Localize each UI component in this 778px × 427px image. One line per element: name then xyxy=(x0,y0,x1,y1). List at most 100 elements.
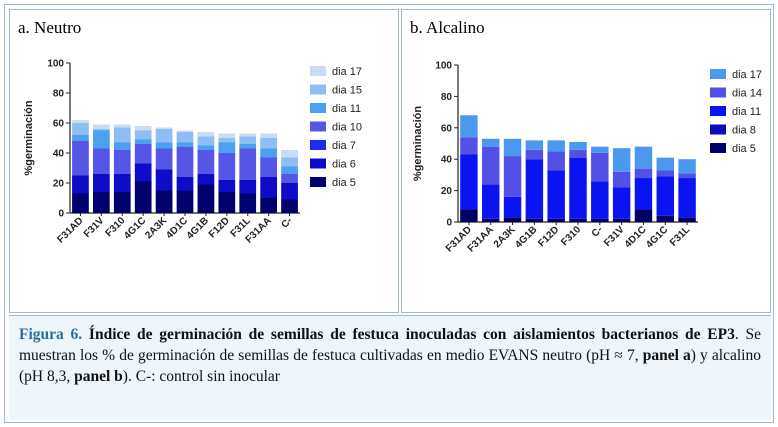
chart-b: 020406080100%germinaciónF31ADF31AA2A3K4G… xyxy=(412,61,762,255)
bar-segment-F310-dia-11 xyxy=(113,142,131,150)
bar-segment-4D1C-dia-11 xyxy=(176,142,194,147)
legend-label-dia-10: dia 10 xyxy=(332,122,362,134)
legend-swatch-dia-11 xyxy=(710,106,726,116)
legend-label-dia-14: dia 14 xyxy=(732,88,762,100)
bar-segment-C--dia-17 xyxy=(591,146,609,153)
bar-segment-4D1C-dia-5 xyxy=(634,209,653,222)
bar-segment-2A3K-dia-15 xyxy=(155,129,173,143)
bar-segment-4G1B-dia-11 xyxy=(525,159,544,219)
figure-caption: Figura 6. Índice de germinación de semil… xyxy=(9,315,771,420)
legend-label-dia-6: dia 6 xyxy=(332,159,356,171)
chart-a: 020406080100%germinaciónF31ADF31VF3104G1… xyxy=(23,59,362,246)
bar-segment-4D1C-dia-11 xyxy=(634,178,653,210)
x-tick-label: C- xyxy=(279,215,294,230)
bar-segment-4D1C-dia-14 xyxy=(634,168,653,179)
x-tick-label: 4D1C xyxy=(164,215,190,241)
y-tick-label: 40 xyxy=(441,155,453,166)
bar-segment-F12D-dia-17 xyxy=(218,133,236,138)
bar-segment-F31V-dia-6 xyxy=(93,174,110,192)
bar-segment-F31AD-dia-15 xyxy=(72,123,89,135)
bar-segment-4G1B-dia-17 xyxy=(197,132,215,137)
bar-segment-C--dia-14 xyxy=(591,152,609,182)
bar-segment-F31L-dia-11 xyxy=(239,144,257,149)
bar-segment-F31AD-dia-11 xyxy=(460,154,478,210)
bar-segment-F31AD-dia-5 xyxy=(460,209,478,222)
bar-segment-F310-dia-5 xyxy=(113,192,131,213)
legend-label-dia-5: dia 5 xyxy=(732,143,756,155)
bar-segment-F310-dia-17 xyxy=(113,124,131,128)
bar-segment-C--dia-6 xyxy=(281,183,298,200)
bar-segment-F31AD-dia-5 xyxy=(72,193,89,213)
x-tick-label: F31L xyxy=(668,224,692,248)
bar-segment-F31AA-dia-14 xyxy=(482,146,500,185)
x-tick-label: F31AD xyxy=(55,215,85,245)
bar-segment-F31L-dia-15 xyxy=(239,136,257,144)
bar-segment-F310-dia-5 xyxy=(569,218,587,222)
bar-segment-F31L-dia-5 xyxy=(239,193,257,213)
y-tick-label: 80 xyxy=(441,92,453,103)
bar-segment-F31AA-dia-11 xyxy=(482,184,500,219)
bar-segment-F12D-dia-15 xyxy=(218,138,236,143)
caption-text-3: ). C-: control sin inocular xyxy=(122,368,280,385)
bar-segment-F31L-dia-11 xyxy=(678,178,696,218)
legend-label-dia-15: dia 15 xyxy=(332,85,362,97)
bar-segment-4G1C-dia-5 xyxy=(134,181,152,213)
bar-segment-4G1C-dia-5 xyxy=(656,215,674,222)
x-tick-label: F12D xyxy=(536,224,561,249)
legend-label-dia-17: dia 17 xyxy=(332,66,362,78)
x-tick-label: 4D1C xyxy=(623,224,649,250)
bar-segment-F31AA-dia-6 xyxy=(260,177,277,198)
bar-segment-4D1C-dia-17 xyxy=(176,130,194,132)
legend-label-dia-8: dia 8 xyxy=(732,125,756,137)
bar-segment-4G1C-dia-11 xyxy=(134,139,152,144)
bar-segment-F31V-dia-14 xyxy=(612,171,631,188)
bar-segment-4G1C-dia-17 xyxy=(656,157,674,171)
bar-segment-4G1B-dia-14 xyxy=(525,149,544,160)
bar-segment-4D1C-dia-6 xyxy=(176,177,194,191)
bar-segment-4G1B-dia-11 xyxy=(197,145,215,150)
y-tick-label: 100 xyxy=(47,59,64,70)
x-tick-label: 4G1B xyxy=(513,224,539,250)
bar-segment-F31V-dia-5 xyxy=(93,192,110,213)
bar-segment-C--dia-11 xyxy=(591,181,609,219)
panel-b-title: b. Alcalino xyxy=(410,18,485,37)
bar-segment-F31AD-dia-17 xyxy=(72,120,89,123)
bar-segment-2A3K-dia-10 xyxy=(155,148,173,170)
bar-segment-4G1B-dia-5 xyxy=(197,184,215,213)
figure: a. Neutro 0 20 40 60 80 100 %germinación F31AD F… xyxy=(4,4,774,423)
legend-swatch-dia-10 xyxy=(310,121,326,132)
x-tick-label: 2A3K xyxy=(492,224,518,250)
y-tick-label: 0 xyxy=(446,218,452,229)
bar-segment-F12D-dia-5 xyxy=(218,192,236,213)
bar-segment-F12D-dia-11 xyxy=(547,170,565,219)
x-tick-label: 4G1B xyxy=(185,215,211,241)
bar-segment-F310-dia-17 xyxy=(569,141,587,150)
bar-segment-F12D-dia-17 xyxy=(547,140,565,152)
bar-segment-4G1B-dia-10 xyxy=(197,150,215,174)
bar-segment-F31AD-dia-10 xyxy=(72,141,89,176)
bar-segment-F310-dia-15 xyxy=(113,127,131,143)
bar-segment-F31AD-dia-11 xyxy=(72,135,89,141)
bar-segment-4G1B-dia-17 xyxy=(525,140,544,150)
bar-segment-F310-dia-11 xyxy=(569,157,587,219)
bar-segment-F31AD-dia-14 xyxy=(460,137,478,155)
bar-segment-F31V-dia-15 xyxy=(93,129,110,131)
x-tick-label: F310 xyxy=(559,224,583,248)
bar-segment-C--dia-11 xyxy=(281,166,298,174)
bar-segment-F31V-dia-10 xyxy=(93,148,110,174)
bar-segment-F12D-dia-10 xyxy=(218,153,236,180)
bar-segment-F31V-dia-11 xyxy=(612,187,631,219)
bar-segment-4D1C-dia-15 xyxy=(176,132,194,143)
x-tick-label: F12D xyxy=(207,215,232,240)
bar-segment-F12D-dia-6 xyxy=(218,180,236,192)
y-tick-label: 100 xyxy=(435,61,452,72)
bar-segment-F31V-dia-17 xyxy=(612,148,631,172)
bar-segment-F31AA-dia-5 xyxy=(260,198,277,213)
x-tick-label: F31V xyxy=(82,215,107,240)
bar-segment-2A3K-dia-17 xyxy=(155,127,173,129)
y-tick-label: 60 xyxy=(53,119,65,130)
legend-swatch-dia-5 xyxy=(310,177,326,187)
panel-a-title: a. Neutro xyxy=(18,18,82,37)
bar-segment-2A3K-dia-11 xyxy=(503,196,522,218)
y-tick-label: 0 xyxy=(58,209,64,220)
